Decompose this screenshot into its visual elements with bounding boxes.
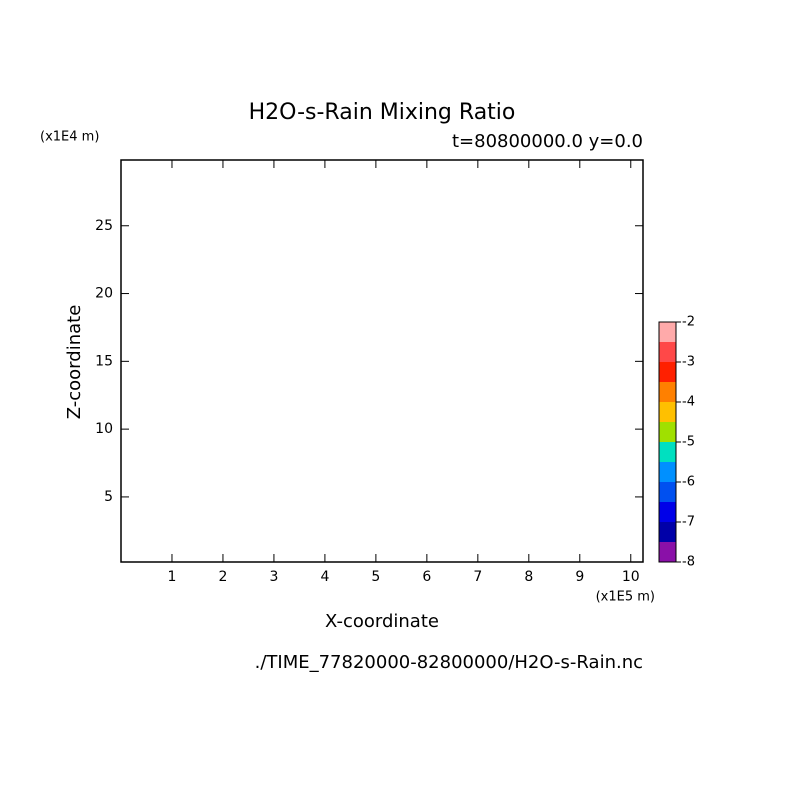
colorbar-swatch [659,522,676,542]
x-tick-label: 3 [269,569,278,585]
colorbar-swatch [659,422,676,442]
colorbar-tick-label: -2 [682,315,695,330]
colorbar-swatch [659,502,676,522]
colorbar-swatch [659,362,676,382]
colorbar-tick-label: -4 [682,395,695,410]
colorbar-swatch [659,462,676,482]
colorbar-tick-label: -5 [682,435,695,450]
x-tick-label: 8 [524,569,533,585]
x-tick-label: 4 [320,569,329,585]
x-tick-label: 7 [473,569,482,585]
y-unit: (x1E4 m) [40,130,99,145]
colorbar-swatch [659,382,676,402]
x-unit: (x1E5 m) [596,590,655,605]
x-tick-label: 6 [422,569,431,585]
y-axis-label: Z-coordinate [64,305,85,420]
colorbar-tick-label: -3 [682,355,695,370]
y-tick-label: 20 [95,286,113,302]
y-tick-label: 15 [95,353,113,369]
y-tick-label: 25 [95,218,113,234]
colorbar-tick-label: -8 [682,555,695,570]
x-tick-label: 5 [371,569,380,585]
x-tick-label: 1 [168,569,177,585]
x-tick-label: 2 [218,569,227,585]
colorbar-swatch [659,442,676,462]
colorbar-swatch [659,322,676,342]
colorbar-tick-label: -7 [682,515,695,530]
footer: ./TIME_77820000-82800000/H2O-s-Rain.nc [255,652,643,673]
x-tick-label: 9 [575,569,584,585]
colorbar-tick-label: -6 [682,475,695,490]
chart-title: H2O-s-Rain Mixing Ratio [249,100,516,125]
y-tick-label: 10 [95,421,113,437]
colorbar-swatch [659,402,676,422]
y-tick-label: 5 [104,489,113,505]
colorbar-swatch [659,342,676,362]
colorbar-swatch [659,542,676,562]
chart-subtitle: t=80800000.0 y=0.0 [452,131,643,152]
colorbar-swatch [659,482,676,502]
x-tick-label: 10 [622,569,640,585]
x-axis-label: X-coordinate [325,611,439,632]
